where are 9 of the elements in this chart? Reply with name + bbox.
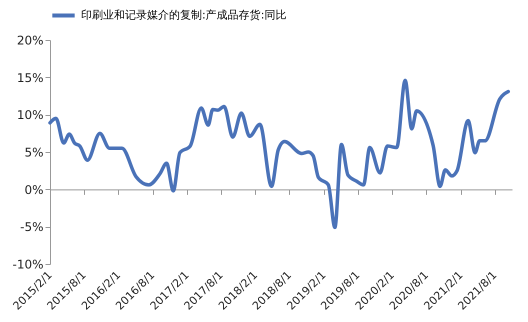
y-tick-label: 0%	[24, 182, 44, 197]
y-tick-label: 20%	[16, 34, 44, 48]
y-tick-label: 15%	[16, 70, 44, 85]
y-tick-label: 10%	[16, 108, 44, 122]
y-tick-label: -10%	[12, 258, 44, 272]
y-tick-label: 5%	[24, 146, 44, 160]
line-series	[48, 78, 510, 230]
y-tick-label: -5%	[20, 220, 44, 234]
legend-label: 印刷业和记录媒介的复制:产成品存货:同比	[81, 8, 286, 22]
